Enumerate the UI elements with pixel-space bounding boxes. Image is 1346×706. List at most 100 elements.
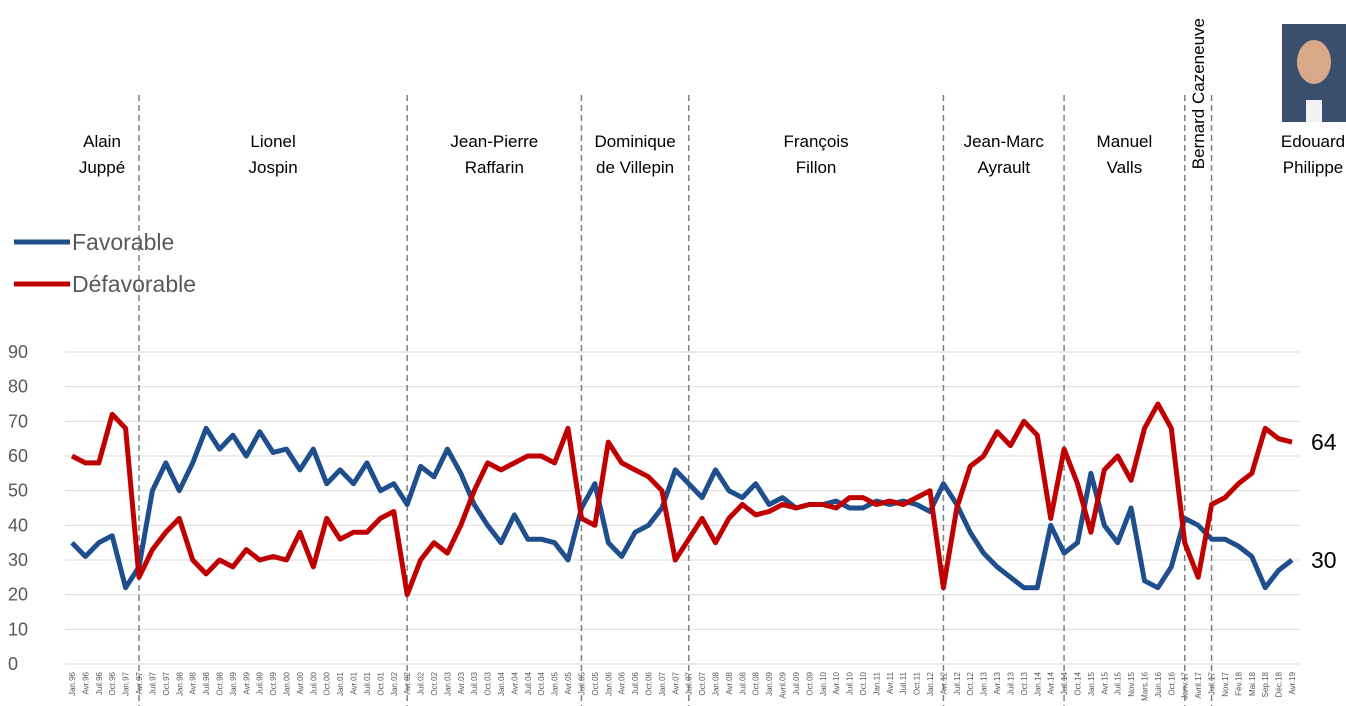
x-tick-label: Avr.02 — [403, 671, 412, 694]
x-tick-label: Mai.18 — [1248, 671, 1257, 696]
pm-name: Philippe — [1283, 158, 1344, 177]
x-tick-label: Juil.01 — [363, 671, 372, 695]
pm-name: Bernard Cazeneuve — [1189, 18, 1208, 169]
x-tick-label: Juil.96 — [95, 671, 104, 695]
x-tick-label: Juin.16 — [1154, 671, 1163, 697]
x-tick-label: Avr.97 — [135, 671, 144, 694]
x-tick-label: Jan.08 — [712, 671, 721, 696]
x-tick-label: Juil.03 — [470, 671, 479, 695]
x-tick-label: Fév.18 — [1234, 671, 1243, 695]
portrait-shirt — [1306, 100, 1322, 122]
x-tick-label: Oct.96 — [108, 671, 117, 695]
x-tick-label: Avr.99 — [242, 671, 251, 694]
x-tick-label: Juil.97 — [148, 671, 157, 695]
x-tick-label: Jan.09 — [765, 671, 774, 696]
x-tick-label: Jan.06 — [604, 671, 613, 696]
x-tick-label: Avr.07 — [671, 671, 680, 694]
x-tick-label: Juil.04 — [524, 671, 533, 695]
x-tick-label: Nov.15 — [1127, 671, 1136, 696]
x-tick-label: Oct.11 — [913, 671, 922, 695]
y-tick-label: 50 — [8, 481, 28, 501]
pm-name: Alain — [83, 132, 121, 151]
x-tick-label: Avr.10 — [832, 671, 841, 694]
legend-label: Favorable — [72, 229, 174, 255]
x-tick-label: Oct.99 — [269, 671, 278, 695]
x-tick-label: Avr.15 — [1100, 671, 1109, 694]
x-tick-label: Oct.06 — [644, 671, 653, 695]
x-tick-label: Juil.00 — [309, 671, 318, 695]
x-tick-label: Avr.13 — [993, 671, 1002, 694]
x-tick-label: Jan.15 — [1087, 671, 1096, 696]
x-tick-label: Juil.02 — [417, 671, 426, 695]
x-tick-label: Juil.99 — [256, 671, 265, 695]
legend-label: Défavorable — [72, 271, 196, 297]
y-tick-label: 0 — [8, 654, 18, 674]
x-tick-label: Oct.10 — [859, 671, 868, 695]
x-tick-label: Oct.05 — [591, 671, 600, 695]
x-tick-label: Juil.08 — [738, 671, 747, 695]
end-value-label: 30 — [1311, 547, 1337, 573]
x-tick-label: Juil.06 — [631, 671, 640, 695]
line-series — [72, 428, 1292, 587]
x-tick-label: Jan.99 — [229, 671, 238, 696]
x-tick-label: Jan.03 — [443, 671, 452, 696]
pm-name: Lionel — [250, 132, 295, 151]
x-tick-label: Déc.18 — [1275, 671, 1284, 697]
x-tick-label: Oct.01 — [376, 671, 385, 695]
x-tick-label: Jan.11 — [872, 671, 881, 695]
x-tick-label: Oct.14 — [1073, 671, 1082, 695]
x-tick-label: Jan.12 — [926, 671, 935, 696]
x-tick-label: Avr.03 — [457, 671, 466, 694]
x-tick-label: Juil.15 — [1114, 671, 1123, 695]
x-tick-label: Avril.17 — [1194, 671, 1203, 698]
x-tick-label: Juil.13 — [1006, 671, 1015, 695]
x-tick-label: Jan.10 — [819, 671, 828, 696]
x-tick-label: Jan.02 — [390, 671, 399, 696]
x-tick-label: Oct.03 — [484, 671, 493, 695]
x-tick-label: Juil.10 — [846, 671, 855, 695]
x-tick-label: Avr.01 — [350, 671, 359, 694]
x-tick-label: Jan.14 — [1033, 671, 1042, 696]
x-tick-label: Juil.12 — [953, 671, 962, 695]
pm-name: Jospin — [249, 158, 298, 177]
x-tick-label: Oct.16 — [1167, 671, 1176, 695]
x-tick-label: Jan.04 — [497, 671, 506, 696]
y-tick-label: 20 — [8, 585, 28, 605]
x-tick-label: Mars.16 — [1141, 671, 1150, 700]
x-tick-label: Sep.18 — [1261, 671, 1270, 697]
x-tick-label: Juil.11 — [899, 671, 908, 694]
pm-name: Dominique — [594, 132, 675, 151]
x-tick-label: Oct.13 — [1020, 671, 1029, 695]
x-tick-label: Jan.96 — [68, 671, 77, 696]
x-tick-label: Jan.00 — [283, 671, 292, 696]
x-tick-label: Avr.04 — [510, 671, 519, 694]
x-tick-label: Avr.14 — [1047, 671, 1056, 694]
x-tick-label: Avr.06 — [618, 671, 627, 694]
pm-name: de Villepin — [596, 158, 674, 177]
pm-name: Jean-Marc — [964, 132, 1045, 151]
pm-name: Ayrault — [977, 158, 1030, 177]
x-tick-label: Juil.98 — [202, 671, 211, 695]
x-tick-label: Jan.13 — [980, 671, 989, 696]
x-tick-label: Jan.01 — [336, 671, 345, 696]
x-tick-label: Jan.98 — [175, 671, 184, 696]
pm-name: Jean-Pierre — [450, 132, 538, 151]
x-tick-label: Jan.05 — [551, 671, 560, 696]
x-tick-label: Avril.09 — [779, 671, 788, 698]
x-tick-label: Nov.17 — [1221, 671, 1230, 696]
x-tick-label: Oct.04 — [537, 671, 546, 695]
pm-name: François — [783, 132, 848, 151]
x-tick-label: Avr.19 — [1288, 671, 1297, 694]
pm-name: Juppé — [79, 158, 125, 177]
y-tick-label: 70 — [8, 411, 28, 431]
pm-name: Raffarin — [465, 158, 524, 177]
pm-name: Valls — [1107, 158, 1143, 177]
y-tick-label: 80 — [8, 377, 28, 397]
x-tick-label: Avr.12 — [939, 671, 948, 694]
pm-name: Edouard — [1281, 132, 1345, 151]
x-tick-label: Jan.97 — [122, 671, 131, 696]
x-tick-label: Juil.09 — [792, 671, 801, 695]
x-tick-label: Avr.08 — [725, 671, 734, 694]
portrait-face — [1297, 40, 1331, 84]
x-tick-label: Avr.00 — [296, 671, 305, 694]
